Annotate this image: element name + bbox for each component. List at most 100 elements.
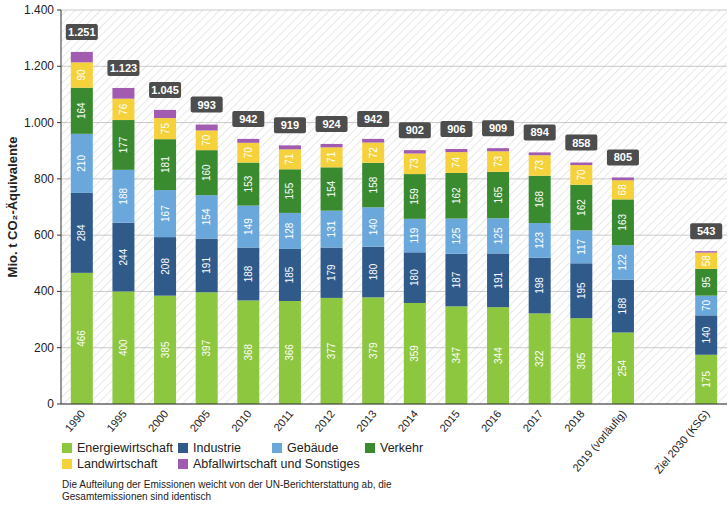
data-label: 131	[326, 220, 337, 237]
data-label: 70	[201, 134, 212, 146]
bar-segment	[237, 206, 259, 248]
total-label: 906	[447, 123, 465, 135]
x-tick-label: 2017	[520, 408, 545, 434]
data-label: 123	[534, 232, 545, 249]
total-box	[66, 24, 98, 40]
data-label: 379	[368, 342, 379, 359]
data-label: 208	[160, 258, 171, 275]
total-label: 543	[697, 225, 715, 237]
bar-segment	[362, 207, 384, 246]
bar-segment	[570, 318, 592, 404]
data-label: 162	[451, 187, 462, 204]
total-box	[316, 116, 348, 132]
bar-segment	[487, 172, 509, 218]
data-label: 160	[201, 164, 212, 181]
x-tick-label: 2005	[187, 408, 212, 434]
bar-segment	[196, 292, 218, 404]
y-tick-label: 800	[34, 172, 54, 186]
legend-swatch	[178, 459, 188, 469]
x-tick-label: 2010	[229, 408, 254, 434]
bar-segment	[570, 230, 592, 263]
bar-segment	[112, 88, 134, 99]
bar-segment	[362, 163, 384, 207]
y-tick	[57, 347, 61, 348]
data-label: 185	[284, 266, 295, 283]
data-label: 95	[701, 276, 712, 288]
data-label: 305	[576, 352, 587, 369]
bar-segment	[529, 155, 551, 176]
data-label: 149	[243, 218, 254, 235]
data-label: 191	[493, 272, 504, 289]
bar-segment	[321, 147, 343, 167]
x-tick-label: 2000	[146, 408, 171, 434]
bar-segment	[196, 125, 218, 131]
data-label: 71	[326, 151, 337, 163]
bar-segment	[612, 180, 634, 199]
bar-segment	[196, 239, 218, 293]
bar-segment	[321, 167, 343, 210]
bar-segment	[196, 195, 218, 238]
bar-segment	[279, 249, 301, 301]
y-tick-label: 200	[34, 341, 54, 355]
y-tick-label: 0	[47, 397, 54, 411]
data-label: 163	[617, 214, 628, 231]
bar-segment	[445, 173, 467, 219]
data-label: 125	[493, 227, 504, 244]
data-label: 162	[576, 199, 587, 216]
x-tick-label: 2011	[271, 408, 295, 434]
y-tick	[57, 122, 61, 123]
bar-segment	[695, 269, 717, 296]
bar-segment	[279, 169, 301, 213]
total-label: 894	[531, 126, 550, 138]
data-label: 385	[160, 341, 171, 358]
bar-segment	[529, 313, 551, 404]
x-tick-label: 1990	[62, 408, 87, 434]
total-label: 902	[406, 124, 424, 136]
data-label: 167	[160, 205, 171, 222]
bar-segment	[237, 300, 259, 404]
bar-segment	[237, 248, 259, 301]
total-box	[149, 82, 181, 98]
y-tick-label: 1.200	[24, 59, 54, 73]
bar-segment	[695, 296, 717, 316]
bar-segment	[154, 118, 176, 139]
bar-segment	[570, 163, 592, 166]
data-label: 70	[701, 300, 712, 312]
bar-segment	[570, 263, 592, 318]
data-label: 140	[701, 326, 712, 343]
bar-segment	[612, 333, 634, 404]
legend-swatch	[272, 443, 282, 453]
bar-segment	[112, 223, 134, 292]
bar-segment	[279, 145, 301, 149]
bar-segment	[154, 190, 176, 237]
total-box	[440, 121, 472, 137]
x-tick-label: 1995	[104, 408, 129, 434]
legend: EnergiewirtschaftIndustrieGebäudeVerkehr…	[62, 441, 423, 471]
data-label: 368	[243, 343, 254, 360]
data-label: 188	[617, 297, 628, 314]
legend-label: Landwirtschaft	[77, 457, 158, 471]
legend-swatch	[365, 443, 375, 453]
bar-segment	[362, 139, 384, 143]
data-label: 366	[284, 344, 295, 361]
data-label: 128	[284, 222, 295, 239]
data-label: 284	[76, 224, 87, 241]
data-label: 153	[243, 175, 254, 192]
bar-segment	[612, 245, 634, 279]
data-label: 90	[76, 69, 87, 81]
total-label: 909	[489, 122, 507, 134]
bar-segment	[321, 211, 343, 248]
bar-segment	[404, 252, 426, 303]
legend-label: Industrie	[193, 441, 241, 455]
bar-segment	[154, 110, 176, 118]
x-tick-label: 2012	[312, 408, 337, 434]
data-label: 76	[118, 103, 129, 115]
data-label: 397	[201, 339, 212, 356]
bar-segment	[695, 355, 717, 404]
legend-swatch	[178, 443, 188, 453]
total-box	[399, 122, 431, 138]
data-label: 155	[284, 182, 295, 199]
bar-segment	[445, 219, 467, 254]
total-box	[690, 223, 722, 239]
data-label: 188	[243, 265, 254, 282]
